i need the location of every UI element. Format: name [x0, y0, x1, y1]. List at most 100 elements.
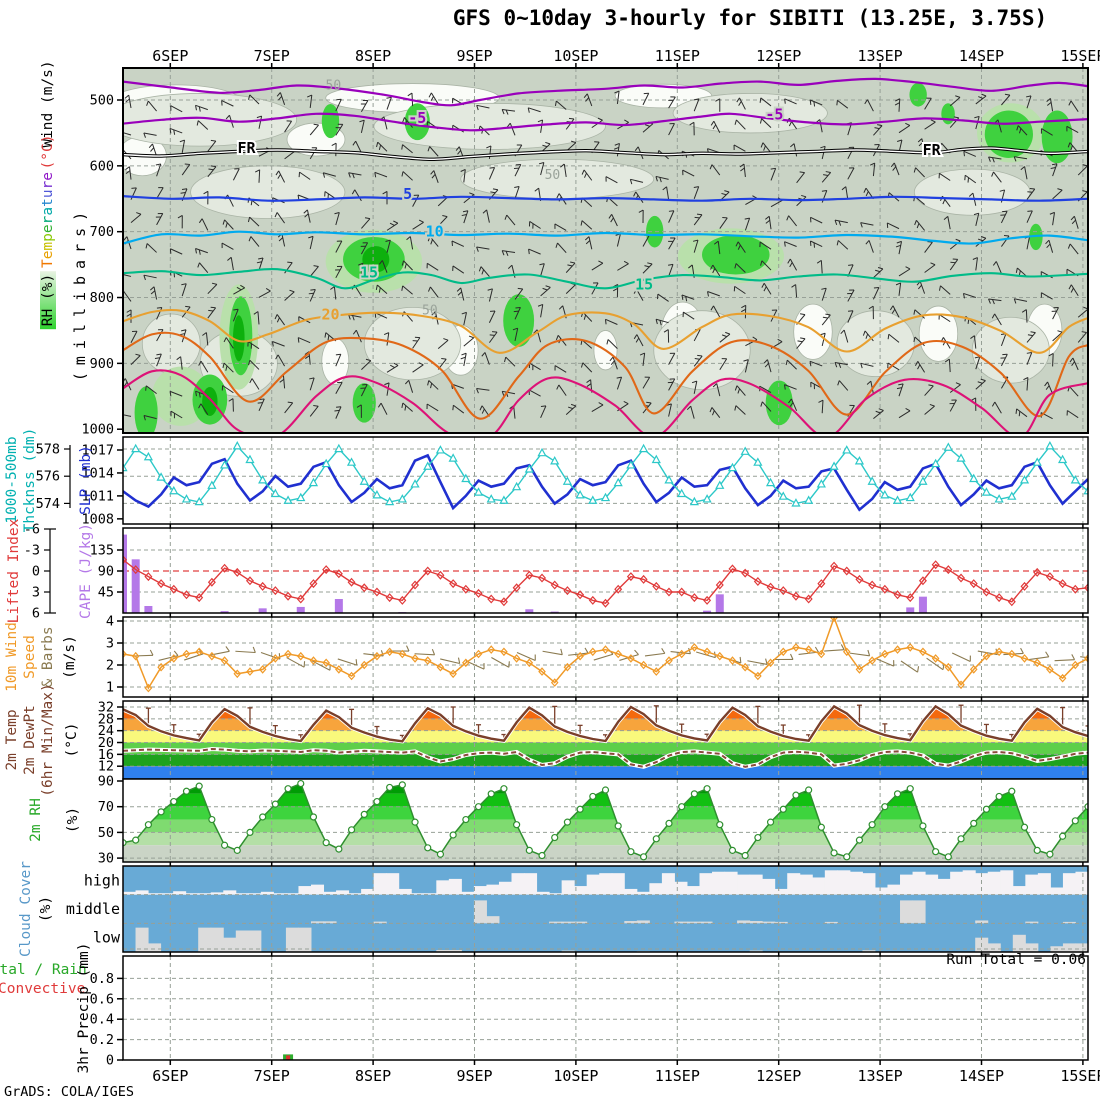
svg-text:10SEP: 10SEP [553, 1067, 598, 1085]
temp2m-panel [123, 701, 1088, 779]
cloud-gap-high [962, 870, 976, 895]
cloud-panel [123, 866, 1088, 952]
temperature-letter: m [40, 241, 56, 251]
cloud-gap-low [135, 927, 149, 952]
cloud-gap-high [774, 888, 788, 895]
svg-text:1: 1 [106, 680, 114, 696]
cape-bar [296, 606, 305, 613]
cloud-gap-low [987, 943, 1001, 952]
cape-bar [220, 611, 229, 613]
svg-text:900: 900 [90, 356, 114, 372]
svg-text:12SEP: 12SEP [756, 1067, 801, 1085]
svg-text:4: 4 [106, 614, 114, 630]
svg-text:15: 15 [360, 264, 378, 282]
cloud-gap-high [298, 886, 312, 895]
cape-bar [715, 594, 724, 613]
cloud-gap-high [787, 873, 801, 895]
temperature-letter: e [40, 224, 56, 234]
cloud-gap-high [1075, 871, 1088, 895]
cape-bar [334, 598, 343, 613]
cloud-gap-high [1037, 873, 1051, 895]
cloud-gap-middle [824, 921, 838, 924]
grads-credit: GrADS: COLA/IGES [4, 1084, 135, 1100]
cloud-gap-middle [774, 921, 788, 924]
cloud-gap-high [549, 893, 563, 895]
cape-bar [906, 607, 915, 613]
svg-text:middle: middle [66, 900, 120, 918]
cloud-gap-high [912, 871, 926, 895]
svg-text:-3: -3 [24, 543, 40, 559]
svg-text:1014: 1014 [81, 465, 114, 481]
svg-text:10SEP: 10SEP [553, 47, 598, 65]
cloud-gap-middle [486, 916, 500, 924]
cloud-gap-high [448, 878, 462, 895]
cloud-gap-high [636, 891, 650, 895]
cloud-gap-high [135, 890, 149, 895]
temp2m-unit-label: (°C) [64, 722, 80, 758]
cloud-gap-high [185, 893, 199, 895]
svg-text:3: 3 [32, 585, 40, 601]
pressure-axis-label: (millibars) [71, 204, 89, 382]
dewpt2m-label: 2m DewPt [22, 705, 38, 775]
svg-text:32: 32 [98, 700, 114, 716]
cloud-gap-high [762, 878, 776, 895]
cloud-gap-low [448, 949, 462, 952]
cloud-gap-middle [574, 921, 588, 924]
thickness-label-line1: 1000-500mb [4, 436, 20, 524]
cloud-gap-high [987, 871, 1001, 895]
wind10m-label-line1: 10m Wind [4, 622, 20, 692]
contour-temp-25 [123, 331, 1088, 420]
svg-text:9SEP: 9SEP [456, 1067, 492, 1085]
cloud-cover-label: Cloud Cover [18, 860, 34, 958]
svg-text:0.4: 0.4 [90, 1012, 114, 1028]
cloud-gap-high [699, 873, 713, 895]
cloud-gap-high [235, 893, 249, 895]
cape-bar [144, 605, 153, 613]
cloud-gap-high [160, 893, 174, 895]
cloud-gap-high [900, 874, 914, 895]
contour-temp-20 [123, 308, 1088, 354]
cloud-gap-middle [749, 921, 763, 924]
cloud-gap-low [235, 930, 249, 952]
svg-text:1008: 1008 [81, 511, 114, 527]
cloud-gap-middle [323, 921, 337, 924]
svg-text:14SEP: 14SEP [959, 47, 1004, 65]
svg-text:0.8: 0.8 [90, 971, 114, 987]
temperature-letter: t [40, 198, 56, 207]
svg-text:-5: -5 [765, 105, 783, 123]
svg-text:11SEP: 11SEP [655, 1067, 700, 1085]
rh2m-label: 2m RH [28, 798, 44, 842]
slp-thickness-panel [123, 437, 1088, 524]
svg-text:6SEP: 6SEP [152, 47, 188, 65]
cloud-gap-high [674, 881, 688, 895]
cloud-gap-middle [636, 920, 650, 924]
cloud-gap-high [561, 880, 575, 895]
cloud-gap-high [887, 884, 901, 895]
cape-bar [123, 534, 127, 613]
cloud-gap-high [536, 891, 550, 895]
precip-frame: 0 0.2 0.4 0.6 0.8 6SEP 7SEP 8SEP 9SEP 10SEP 11SEP 1… [90, 955, 1100, 1085]
cloud-gap-low [223, 937, 237, 952]
svg-text:90: 90 [98, 563, 114, 579]
contour-temp-30 [123, 369, 1088, 433]
cloud-gap-high [423, 893, 437, 895]
svg-text:13SEP: 13SEP [858, 1067, 903, 1085]
svg-text:15SEP: 15SEP [1060, 1067, 1100, 1085]
svg-text:16: 16 [98, 747, 114, 763]
cloud-gap-low [298, 927, 312, 952]
temp-unit-label: (°C) [40, 134, 56, 170]
cloud-gap-high [749, 874, 763, 895]
cloud-gap-high [624, 888, 638, 895]
cloud-gap-middle [624, 921, 638, 924]
svg-text:50: 50 [98, 825, 114, 841]
svg-text:-5: -5 [408, 109, 426, 127]
cloud-gap-low [1025, 943, 1039, 952]
svg-text:15: 15 [635, 275, 653, 293]
cloud-gap-middle [699, 921, 713, 924]
minmax-label: (6hr Min/Max) [40, 683, 56, 797]
svg-text:14SEP: 14SEP [959, 1067, 1004, 1085]
svg-text:high: high [84, 871, 120, 889]
rh-axis-label: RH (%) [40, 270, 56, 330]
